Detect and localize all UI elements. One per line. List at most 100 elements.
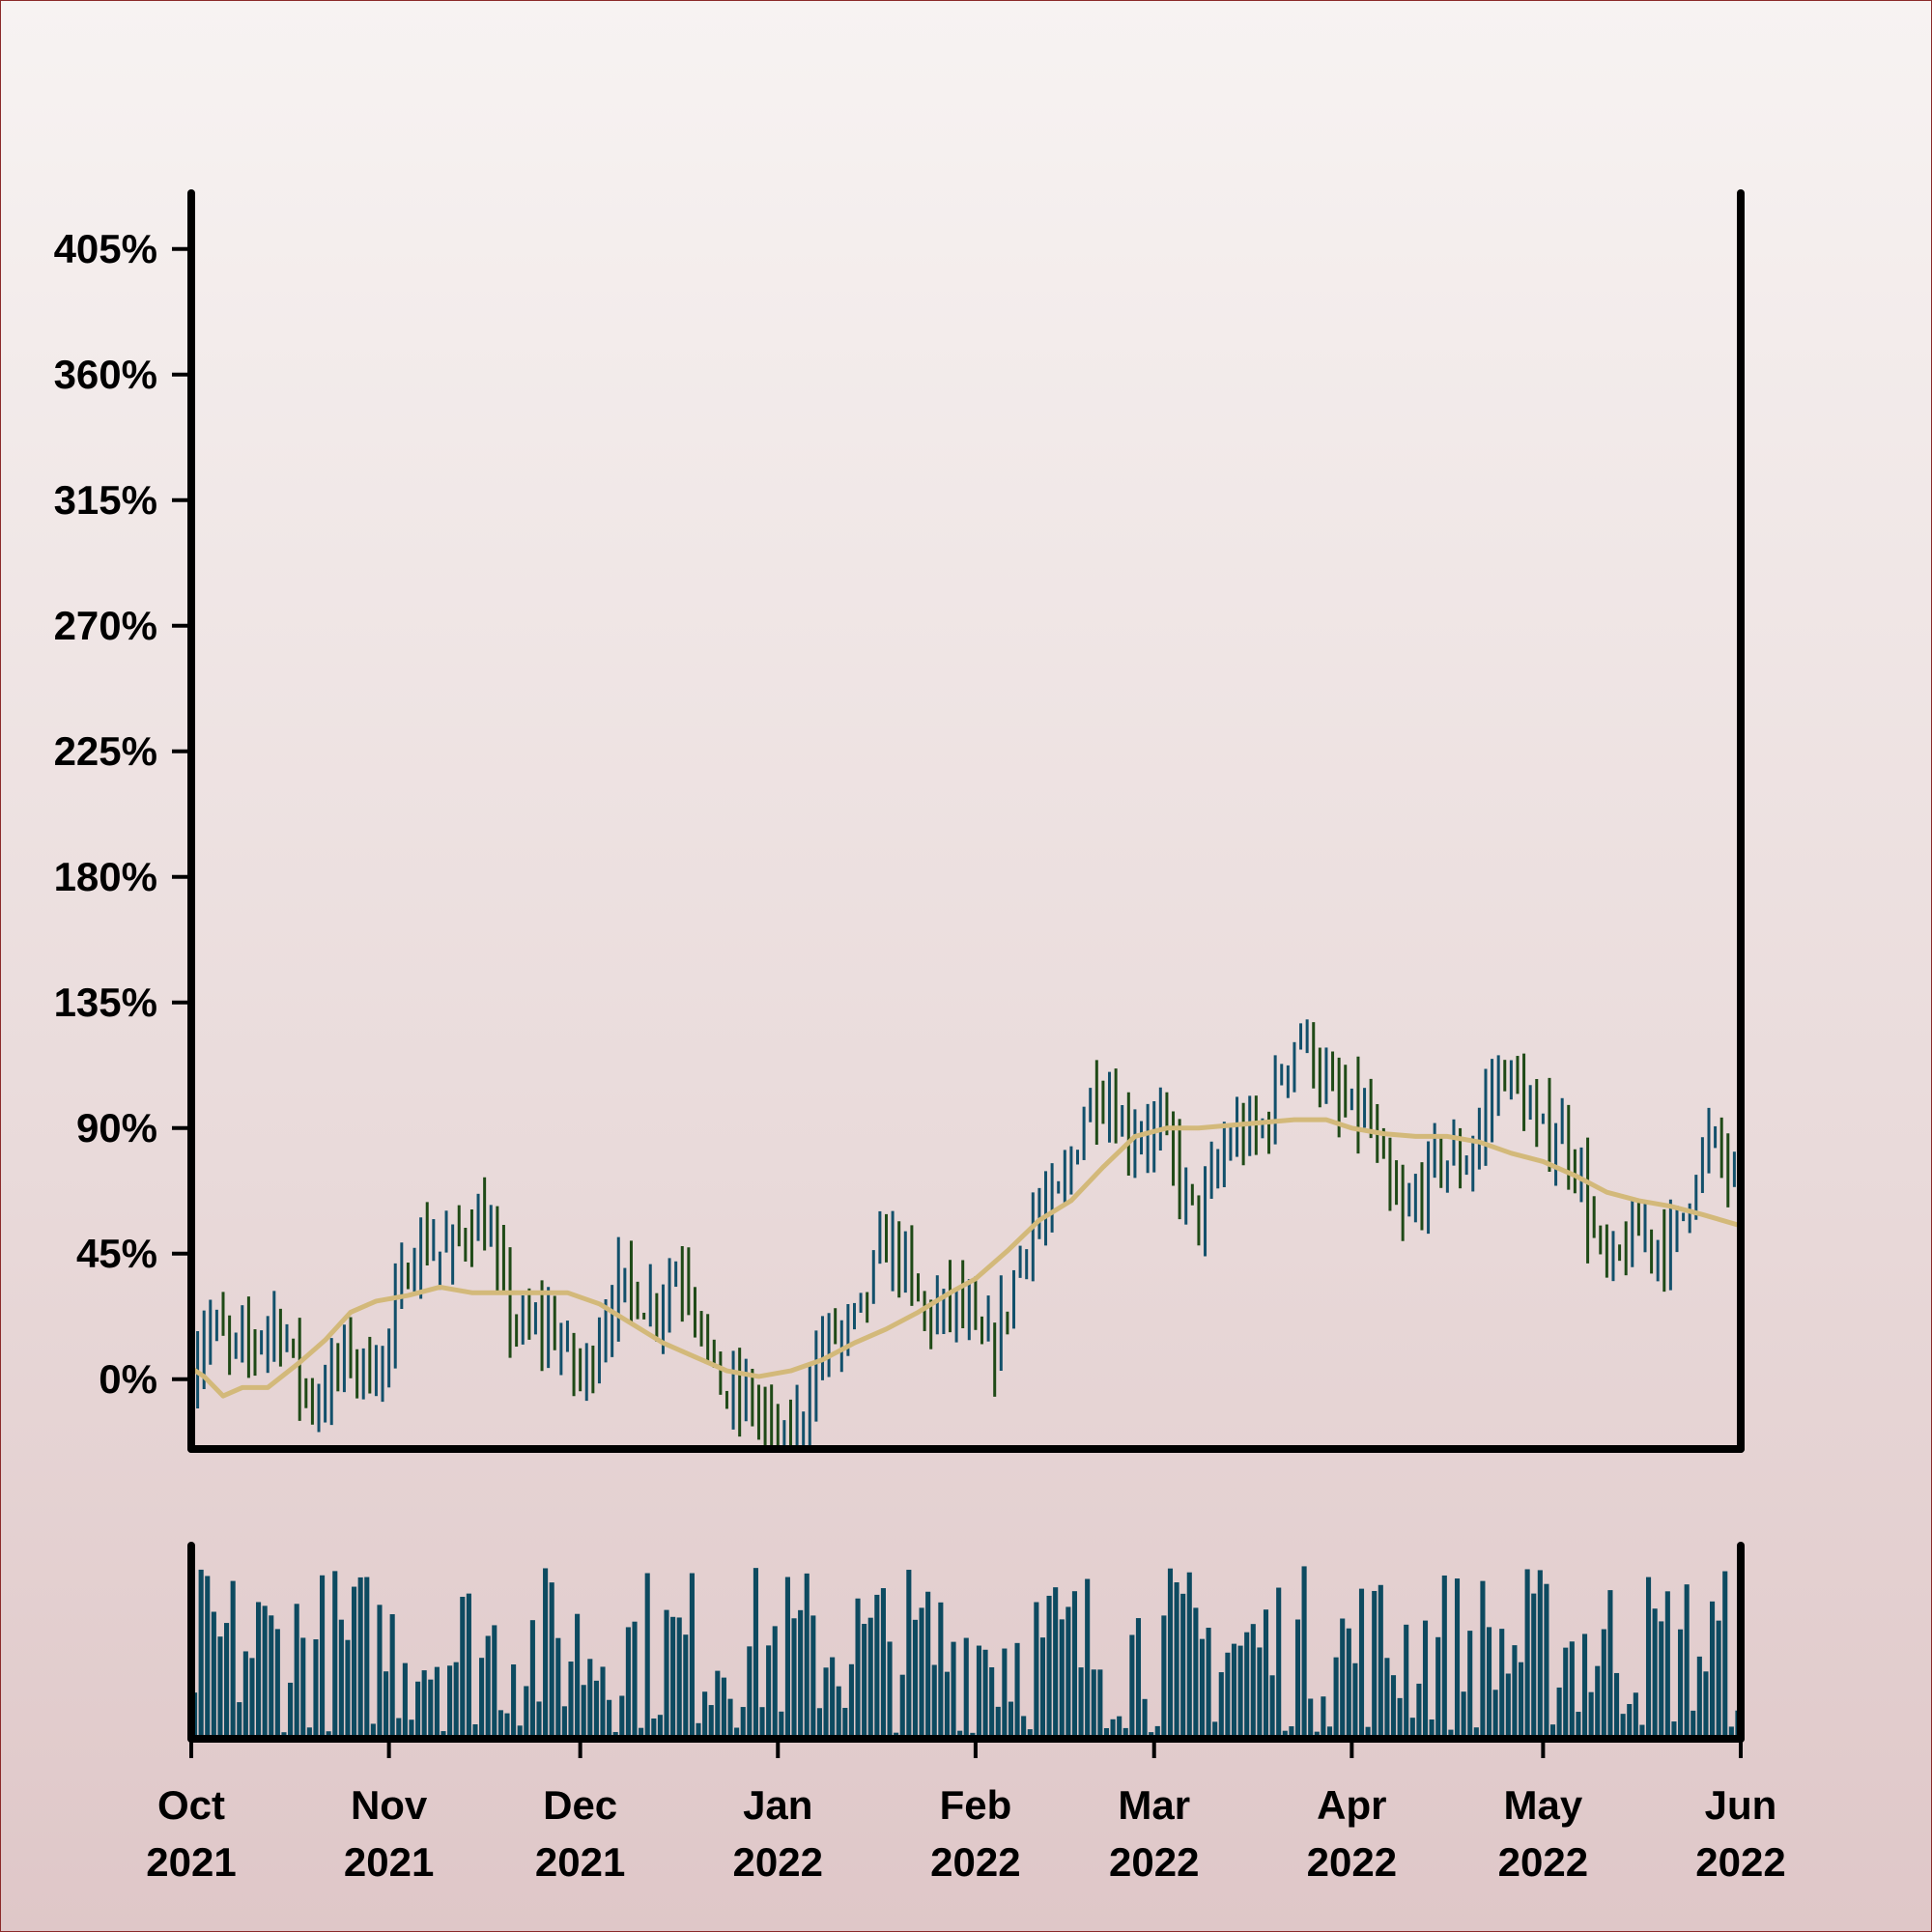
volume-bar [1372, 1590, 1378, 1735]
volume-bar [1289, 1726, 1294, 1735]
volume-bar [1448, 1729, 1454, 1735]
volume-bar [625, 1627, 631, 1735]
volume-bar [198, 1569, 204, 1735]
volume-bar [804, 1573, 810, 1735]
volume-bar [740, 1707, 746, 1735]
volume-bar [326, 1731, 331, 1735]
y-tick-label: 360% [54, 352, 157, 397]
volume-bar [1333, 1657, 1339, 1735]
volume-bar [1544, 1583, 1549, 1735]
volume-bar [899, 1674, 905, 1735]
volume-bar [1269, 1675, 1275, 1735]
volume-bar [497, 1710, 503, 1735]
volume-bar [644, 1573, 650, 1735]
volume-bar [217, 1636, 223, 1735]
volume-bar [1046, 1595, 1052, 1735]
volume-bar [855, 1598, 861, 1735]
volume-bar [1117, 1716, 1122, 1735]
x-tick-label-month: Oct [157, 1782, 225, 1828]
volume-bar [810, 1615, 816, 1735]
trend-layer [189, 1117, 1742, 1399]
volume-bar [440, 1731, 446, 1735]
volume-bar [1078, 1667, 1084, 1735]
volume-bar [1174, 1582, 1179, 1735]
x-tick-label-year: 2022 [1695, 1839, 1785, 1885]
x-tick-label-year: 2022 [733, 1839, 823, 1885]
volume-bar [345, 1639, 351, 1735]
volume-bar [842, 1707, 848, 1735]
volume-bar [1390, 1675, 1397, 1735]
volume-bar [1180, 1593, 1186, 1735]
volume-bar [472, 1724, 478, 1735]
volume-bar [415, 1681, 421, 1735]
volume-bar [906, 1570, 912, 1735]
volume-bar [734, 1727, 740, 1735]
volume-bar [1664, 1591, 1670, 1735]
y-tick-label: 225% [54, 728, 157, 774]
volume-bar [1627, 1704, 1633, 1735]
x-tick-label-month: Dec [543, 1782, 617, 1828]
volume-bar [524, 1686, 529, 1735]
volume-bar [708, 1705, 714, 1735]
volume-bar [1581, 1634, 1588, 1735]
volume-bar [995, 1706, 1001, 1735]
volume-bar [1294, 1619, 1301, 1735]
volume-bar [1480, 1580, 1486, 1735]
volume-bar [1097, 1669, 1103, 1735]
volume-bar [1065, 1606, 1071, 1735]
x-tick-label-year: 2022 [1109, 1839, 1199, 1885]
volume-bar [1620, 1714, 1626, 1735]
volume-bar [1244, 1632, 1250, 1735]
volume-bar [1549, 1724, 1556, 1735]
volume-bar [894, 1732, 899, 1735]
volume-bar [1231, 1643, 1237, 1735]
volume-bar [1129, 1634, 1135, 1735]
volume-bar [938, 1602, 944, 1735]
volume-bar [766, 1645, 772, 1735]
volume-bar [396, 1718, 402, 1735]
volume-bar [581, 1685, 586, 1735]
volume-bar [676, 1617, 682, 1735]
volume-bar [1027, 1729, 1033, 1735]
volume-bar [1659, 1621, 1664, 1735]
volume-bar [607, 1699, 612, 1735]
volume-bar [460, 1597, 466, 1735]
volume-bar [651, 1718, 657, 1735]
volume-bar [1633, 1692, 1638, 1735]
y-tick-label: 45% [76, 1231, 157, 1276]
x-tick-label-year: 2021 [344, 1839, 434, 1885]
volume-bar [517, 1725, 523, 1735]
volume-bar [536, 1701, 542, 1735]
volume-bar [1531, 1593, 1537, 1735]
volume-bar [421, 1670, 427, 1735]
x-tick-label-year: 2021 [535, 1839, 625, 1885]
volume-bar [1461, 1691, 1466, 1735]
volume-bar [759, 1707, 765, 1735]
volume-bar [989, 1667, 995, 1735]
volume-bar [1537, 1570, 1543, 1735]
axes [187, 189, 1745, 1743]
volume-bar [555, 1637, 561, 1735]
volume-bar [1441, 1575, 1447, 1735]
volume-bar [887, 1641, 893, 1735]
volume-bar [798, 1609, 804, 1735]
volume-bar [357, 1577, 363, 1735]
volume-bar [1103, 1727, 1110, 1735]
x-axis-ticks: Oct 2021 Nov 2021 Dec 2021 Jan 2022 Feb 2022 Mar 20… [146, 1739, 1786, 1885]
volume-bar [453, 1662, 459, 1735]
volume-bar [1358, 1588, 1365, 1735]
volume-bar [543, 1568, 549, 1735]
volume-bar [1326, 1726, 1333, 1735]
x-tick-label-year: 2021 [146, 1839, 236, 1885]
volume-bar [912, 1619, 918, 1735]
volume-bar [1167, 1568, 1174, 1735]
volume-bar [1690, 1710, 1696, 1735]
volume-bar [1301, 1566, 1307, 1735]
volume-bar [1199, 1638, 1206, 1735]
volume-bar [619, 1695, 625, 1735]
volume-bar [1142, 1698, 1148, 1735]
volume-bar [1039, 1637, 1046, 1735]
volume-bar [976, 1645, 982, 1735]
volume-bar [1601, 1629, 1606, 1735]
